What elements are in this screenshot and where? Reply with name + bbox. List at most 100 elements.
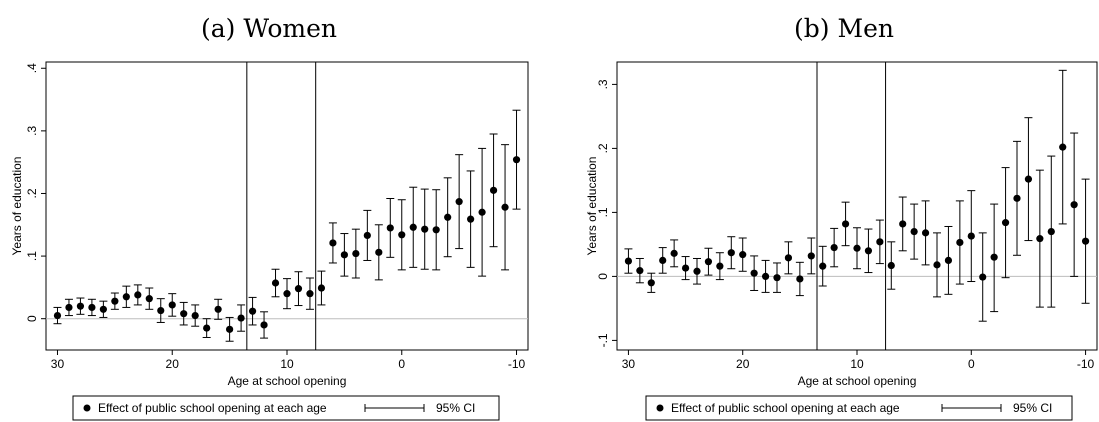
data-point-men — [1059, 143, 1067, 151]
data-point-women — [421, 225, 429, 233]
legend-label-ci-women: 95% CI — [436, 401, 475, 415]
data-point-women — [145, 295, 153, 303]
y-tick-label-men: .1 — [596, 207, 610, 217]
data-point-men — [1024, 175, 1033, 183]
data-point-men — [796, 275, 804, 283]
data-point-men — [636, 267, 644, 275]
x-tick-label-women: 0 — [398, 357, 405, 371]
data-point-men — [990, 253, 998, 261]
panel-men: (b) Men 30 20 10 0 -10 -.1 0 .1 .2 .3 Years of ed… — [585, 14, 1098, 421]
x-tick-label-men: -10 — [1077, 357, 1095, 371]
data-point-women — [248, 307, 257, 315]
data-point-women — [444, 213, 452, 221]
data-point-men — [956, 238, 964, 247]
data-point-men — [921, 229, 930, 237]
plot-area-women: 30 20 10 0 -10 0 .1 .2 .3 .4 — [25, 62, 528, 371]
data-point-men — [887, 261, 895, 270]
x-tick-label-men: 0 — [968, 357, 975, 371]
data-point-men — [819, 262, 827, 270]
x-tick-label-men: 10 — [850, 357, 864, 371]
data-point-women — [409, 223, 417, 231]
data-point-men — [830, 244, 838, 252]
data-point-women — [489, 186, 498, 194]
y-tick-label-women: 0 — [25, 315, 39, 322]
y-tick-label-men: .3 — [596, 79, 610, 89]
x-axis-label-women: Age at school opening — [228, 374, 347, 388]
x-tick-label-women: 10 — [280, 357, 294, 371]
data-point-women — [317, 284, 326, 292]
panel-title-women: (a) Women — [201, 14, 337, 43]
data-point-men — [876, 238, 884, 246]
data-point-men — [693, 267, 701, 275]
data-point-women — [306, 290, 314, 298]
x-tick-label-women: -10 — [508, 357, 526, 371]
data-point-men — [659, 256, 667, 264]
legend-box-men — [645, 395, 1073, 421]
data-point-men — [670, 249, 678, 257]
data-point-women — [88, 303, 96, 312]
data-point-men — [944, 256, 953, 264]
data-point-men — [784, 254, 793, 262]
data-point-men — [864, 247, 873, 255]
y-tick-label-men: .2 — [596, 143, 610, 153]
data-point-women — [271, 279, 280, 287]
data-point-men — [773, 274, 781, 282]
data-point-women — [226, 325, 234, 333]
y-tick-label-women: .3 — [25, 126, 39, 136]
data-point-women — [432, 226, 440, 234]
data-point-women — [180, 310, 188, 318]
panel-women: (a) Women 30 20 10 0 -10 0 .1 .2 .3 .4 Years of e… — [10, 14, 529, 421]
data-point-men — [704, 258, 713, 266]
data-point-men — [727, 249, 735, 257]
data-point-women — [260, 321, 268, 329]
data-point-men — [1081, 237, 1090, 245]
legend-box-women — [72, 395, 500, 421]
data-point-men — [933, 261, 941, 269]
data-point-men — [979, 273, 987, 281]
data-point-women — [191, 311, 199, 320]
y-tick-label-women: .4 — [25, 63, 39, 73]
legend-label-point-women: Effect of public school opening at each … — [98, 401, 327, 415]
legend-label-ci-men: 95% CI — [1013, 401, 1052, 415]
data-point-women — [329, 239, 337, 247]
data-point-women — [168, 301, 176, 309]
data-point-women — [352, 249, 360, 258]
data-point-women — [386, 224, 394, 232]
y-tick-label-women: .1 — [25, 251, 39, 261]
panel-title-men: (b) Men — [794, 14, 894, 43]
data-point-women — [478, 208, 486, 216]
data-point-men — [1036, 235, 1044, 243]
data-point-women — [111, 297, 119, 305]
data-point-men — [1047, 228, 1055, 236]
data-point-women — [122, 293, 130, 301]
data-point-men — [647, 279, 655, 287]
data-point-men — [681, 264, 690, 272]
legend-marker-point-men — [656, 404, 664, 412]
data-point-women — [467, 215, 475, 223]
data-point-women — [157, 306, 165, 315]
data-point-women — [375, 248, 383, 256]
x-tick-label-women: 20 — [166, 357, 180, 371]
data-point-men — [750, 269, 758, 277]
data-point-men — [761, 272, 770, 280]
data-point-men — [853, 244, 861, 252]
y-axis-label-women: Years of education — [10, 157, 24, 256]
data-point-women — [134, 291, 142, 299]
legend-marker-point-women — [83, 404, 91, 412]
data-point-women — [455, 198, 463, 206]
y-tick-label-women: .2 — [25, 188, 39, 198]
data-point-women — [294, 285, 303, 293]
x-tick-label-men: 20 — [736, 357, 750, 371]
data-point-women — [398, 231, 406, 239]
y-tick-label-men: -.1 — [596, 333, 610, 347]
plot-area-men: 30 20 10 0 -10 -.1 0 .1 .2 .3 — [596, 62, 1097, 371]
y-tick-label-men: 0 — [596, 273, 610, 280]
data-point-women — [340, 251, 348, 259]
data-point-women — [65, 303, 73, 312]
data-point-men — [1070, 201, 1078, 209]
data-point-men — [899, 220, 907, 228]
x-axis-label-men: Age at school opening — [798, 374, 917, 388]
x-tick-label-men: 30 — [622, 357, 636, 371]
data-point-men — [910, 228, 918, 236]
